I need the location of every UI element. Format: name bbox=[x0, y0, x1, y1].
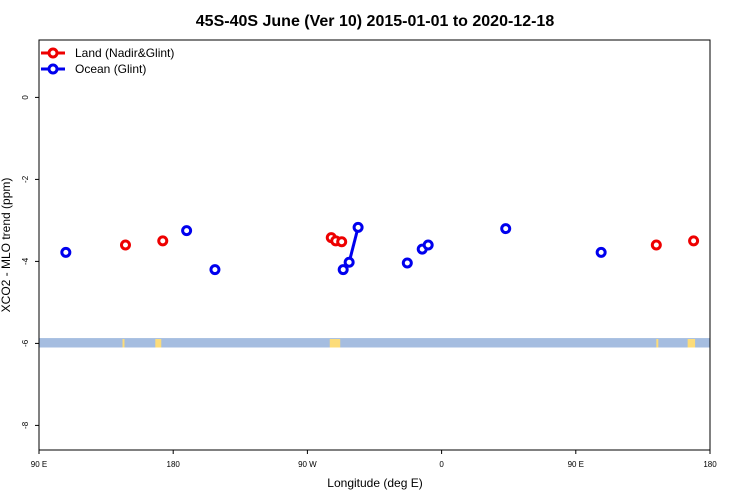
x-tick-label: 90 E bbox=[31, 460, 47, 469]
y-tick-label: -2 bbox=[21, 175, 30, 183]
legend: Land (Nadir&Glint) Ocean (Glint) bbox=[41, 46, 174, 76]
land-point bbox=[119, 239, 131, 251]
x-axis-ticks: 90 E 180 90 W 0 90 E 180 bbox=[31, 450, 717, 469]
ocean-point bbox=[337, 264, 349, 276]
ocean-point bbox=[500, 223, 512, 235]
data-points bbox=[60, 221, 700, 276]
y-tick-label: -4 bbox=[21, 257, 30, 265]
ocean-point bbox=[422, 239, 434, 251]
land-span bbox=[122, 339, 125, 348]
ocean-point bbox=[343, 256, 355, 268]
land-span bbox=[656, 339, 659, 348]
legend-label-ocean: Ocean (Glint) bbox=[75, 62, 146, 76]
ocean-point bbox=[352, 221, 364, 233]
y-tick-label: -8 bbox=[21, 421, 30, 429]
x-axis-label: Longitude (deg E) bbox=[327, 476, 422, 490]
x-tick-label: 90 E bbox=[568, 460, 584, 469]
ocean-point bbox=[209, 264, 221, 276]
land-point bbox=[688, 235, 700, 247]
legend-item-land: Land (Nadir&Glint) bbox=[41, 46, 174, 60]
ocean-point bbox=[595, 246, 607, 258]
y-axis-label: XCO2 - MLO trend (ppm) bbox=[0, 178, 13, 313]
land-point bbox=[650, 239, 662, 251]
legend-item-ocean: Ocean (Glint) bbox=[41, 62, 146, 76]
land-span bbox=[687, 339, 696, 348]
plot-frame bbox=[38, 39, 711, 451]
ocean-point bbox=[181, 225, 193, 237]
x-tick-label: 0 bbox=[439, 460, 444, 469]
land-point bbox=[336, 236, 348, 248]
ocean-point bbox=[60, 246, 72, 258]
x-tick-label: 180 bbox=[167, 460, 181, 469]
series-line bbox=[347, 226, 360, 263]
chart-title: 45S-40S June (Ver 10) 2015-01-01 to 2020… bbox=[196, 13, 555, 30]
legend-label-land: Land (Nadir&Glint) bbox=[75, 46, 174, 60]
ocean-point bbox=[401, 257, 413, 269]
land-span bbox=[155, 339, 162, 348]
land-point bbox=[157, 235, 169, 247]
y-tick-label: 0 bbox=[21, 95, 30, 100]
land-span bbox=[329, 339, 341, 348]
y-axis-ticks: 0 -2 -4 -6 -8 bbox=[21, 95, 39, 429]
connected-segments bbox=[347, 226, 360, 263]
x-tick-label: 90 W bbox=[298, 460, 317, 469]
background-band bbox=[39, 338, 710, 348]
legend-marker-ocean bbox=[47, 63, 59, 75]
ocean-band bbox=[39, 338, 710, 348]
y-tick-label: -6 bbox=[21, 339, 30, 347]
x-tick-label: 180 bbox=[703, 460, 717, 469]
legend-marker-land bbox=[47, 47, 59, 59]
